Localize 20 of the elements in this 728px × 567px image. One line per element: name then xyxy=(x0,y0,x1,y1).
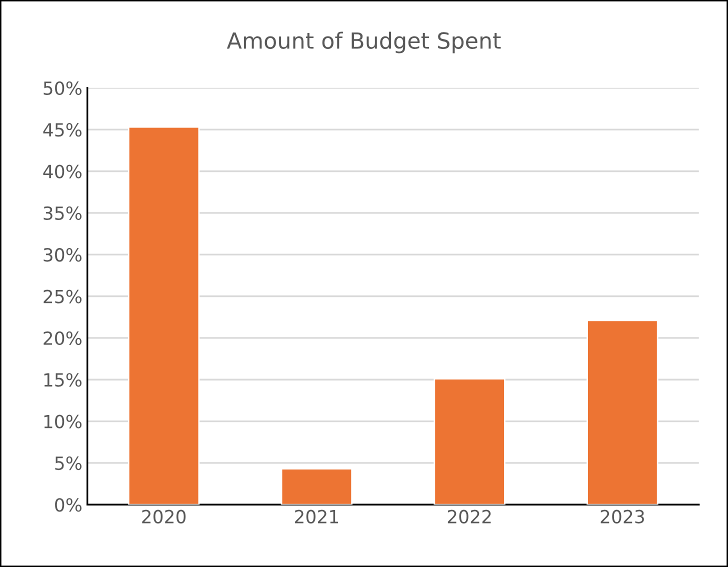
x-tick-label: 2020 xyxy=(142,510,186,524)
x-tick-label: 2022 xyxy=(448,510,491,524)
y-tick-label: 15% xyxy=(44,373,82,387)
chart-title: Amount of Budget Spent xyxy=(226,32,501,54)
y-tick-label: 20% xyxy=(44,331,82,346)
y-tick-label: 45% xyxy=(43,123,82,137)
y-tick-label: 30% xyxy=(44,248,82,262)
x-tick-label: 2023 xyxy=(600,510,644,524)
y-tick-label: 40% xyxy=(43,164,82,178)
y-tick-label: 35% xyxy=(44,206,82,220)
y-tick-label: 50% xyxy=(44,81,82,95)
bar xyxy=(586,320,658,505)
y-tick-label: 10% xyxy=(44,414,82,428)
y-tick-label: 5% xyxy=(55,456,82,470)
y-tick-label: 0% xyxy=(55,498,82,512)
bar xyxy=(434,378,506,505)
x-tick-label: 2021 xyxy=(295,510,338,524)
bar xyxy=(128,126,200,505)
bar xyxy=(280,468,353,505)
y-tick-label: 25% xyxy=(44,290,82,304)
